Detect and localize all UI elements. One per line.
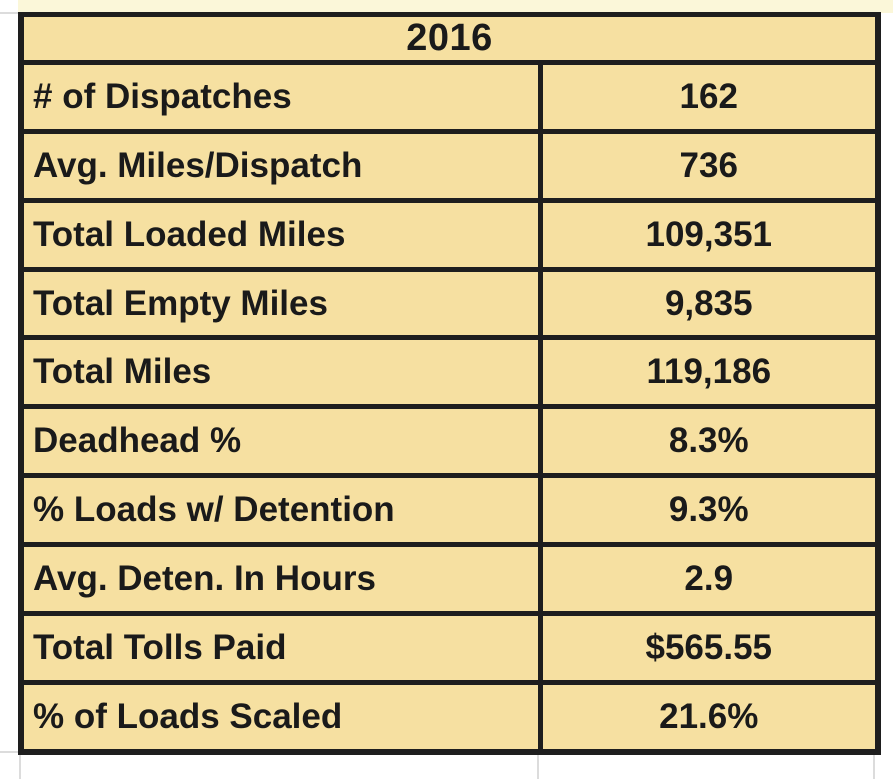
row-label-cell[interactable]: % of Loads Scaled bbox=[18, 679, 543, 755]
table-row: Total Empty Miles 9,835 bbox=[18, 266, 881, 341]
row-value-cell[interactable]: 8.3% bbox=[537, 404, 881, 479]
row-label-cell[interactable]: Deadhead % bbox=[18, 404, 543, 479]
row-label-cell[interactable]: # of Dispatches bbox=[18, 60, 543, 134]
row-label-cell[interactable]: Avg. Deten. In Hours bbox=[18, 542, 543, 616]
table-row: Total Tolls Paid $565.55 bbox=[18, 610, 881, 685]
row-label-cell[interactable]: Total Tolls Paid bbox=[18, 610, 543, 685]
row-label-cell[interactable]: % Loads w/ Detention bbox=[18, 473, 543, 548]
row-label-cell[interactable]: Total Empty Miles bbox=[18, 266, 543, 341]
row-value-cell[interactable]: 119,186 bbox=[537, 335, 881, 410]
row-label-cell[interactable]: Total Miles bbox=[18, 335, 543, 410]
table-row: % Loads w/ Detention 9.3% bbox=[18, 473, 881, 548]
yearly-stats-table: 2016 # of Dispatches 162 Avg. Miles/Dispat… bbox=[18, 12, 882, 755]
table-row: % of Loads Scaled 21.6% bbox=[18, 679, 881, 755]
year-header-cell[interactable]: 2016 bbox=[18, 12, 881, 65]
table-row: # of Dispatches 162 bbox=[18, 60, 881, 134]
gridline-horizontal-bottom bbox=[0, 751, 19, 753]
row-value-cell[interactable]: $565.55 bbox=[537, 610, 881, 685]
row-value-cell[interactable]: 736 bbox=[537, 128, 881, 203]
table-header-row: 2016 bbox=[18, 12, 881, 65]
table-row: Total Miles 119,186 bbox=[18, 335, 881, 410]
row-value-cell[interactable]: 2.9 bbox=[537, 542, 881, 616]
table-row: Deadhead % 8.3% bbox=[18, 404, 881, 479]
row-value-cell[interactable]: 9,835 bbox=[537, 266, 881, 341]
table-row: Avg. Miles/Dispatch 736 bbox=[18, 128, 881, 203]
row-value-cell[interactable]: 21.6% bbox=[537, 679, 881, 755]
row-value-cell[interactable]: 9.3% bbox=[537, 473, 881, 548]
row-label-cell[interactable]: Avg. Miles/Dispatch bbox=[18, 128, 543, 203]
gridline-horizontal-top bbox=[0, 12, 19, 14]
cell-fill-strip-above-table bbox=[18, 0, 893, 13]
row-label-cell[interactable]: Total Loaded Miles bbox=[18, 197, 543, 272]
table-row: Avg. Deten. In Hours 2.9 bbox=[18, 542, 881, 616]
row-value-cell[interactable]: 162 bbox=[537, 60, 881, 134]
row-value-cell[interactable]: 109,351 bbox=[537, 197, 881, 272]
table-row: Total Loaded Miles 109,351 bbox=[18, 197, 881, 272]
table-body: # of Dispatches 162 Avg. Miles/Dispatch 736… bbox=[18, 60, 881, 755]
